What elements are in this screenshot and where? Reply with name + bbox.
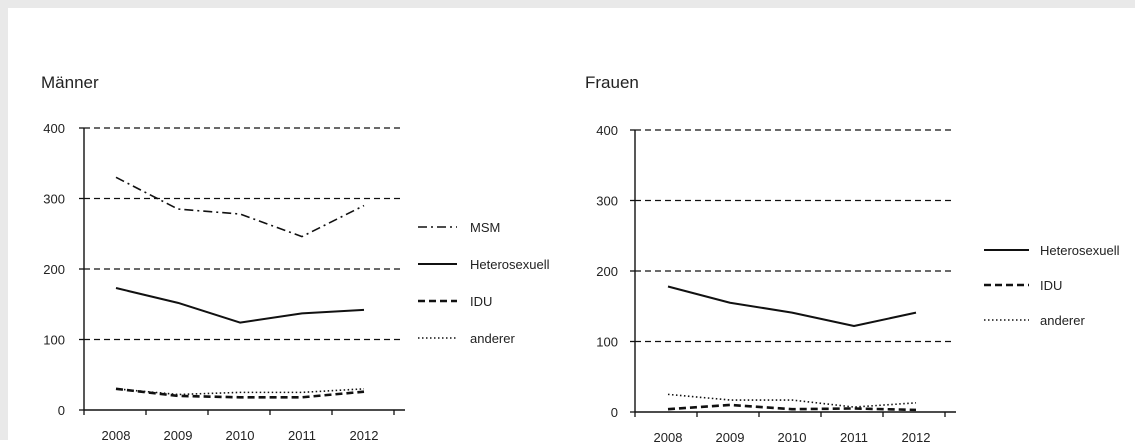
x-tick-label: 2009 [716,430,745,445]
y-tick-label: 300 [43,192,65,207]
legend-label: MSM [470,220,500,235]
legend-label: anderer [470,331,515,346]
series-line-heterosexuell [667,285,917,327]
chart-panel-0: Männer 0 100 200 300 400 2008 2009 2010 2011 2012 M… [41,73,550,443]
y-tick-label: 100 [43,333,65,348]
y-tick-label: 0 [58,403,65,418]
series-line-idu [667,403,917,412]
x-tick-label: 2011 [288,428,316,443]
chart-title: Frauen [585,73,639,92]
charts-canvas: Männer 0 100 200 300 400 2008 2009 2010 2011 2012 M… [41,73,1120,445]
x-tick-label: 2009 [164,428,193,443]
legend-label: Heterosexuell [470,257,550,272]
series-line-idu [115,387,365,399]
y-tick-label: 100 [596,335,618,350]
x-tick-label: 2011 [840,430,868,445]
chart-panel-1: Frauen 0 100 200 300 400 2008 2009 2010 2011 2012 H… [585,73,1120,445]
x-tick-label: 2012 [902,430,931,445]
x-tick-label: 2008 [102,428,131,443]
y-tick-label: 200 [596,264,618,279]
series-line-anderer [667,393,917,408]
x-tick-label: 2012 [350,428,379,443]
y-tick-label: 300 [596,194,618,209]
legend-label: anderer [1040,313,1085,328]
series-line-anderer [115,388,365,396]
series-line-heterosexuell [115,287,365,324]
y-tick-label: 200 [43,262,65,277]
legend-label: IDU [1040,278,1062,293]
chart-title: Männer [41,73,99,92]
y-tick-label: 0 [611,405,618,420]
legend-label: Heterosexuell [1040,243,1120,258]
x-tick-label: 2008 [654,430,683,445]
y-tick-label: 400 [596,123,618,138]
series-line-msm [115,176,365,238]
y-tick-label: 400 [43,121,65,136]
legend-label: IDU [470,294,492,309]
x-tick-label: 2010 [226,428,255,443]
x-tick-label: 2010 [778,430,807,445]
